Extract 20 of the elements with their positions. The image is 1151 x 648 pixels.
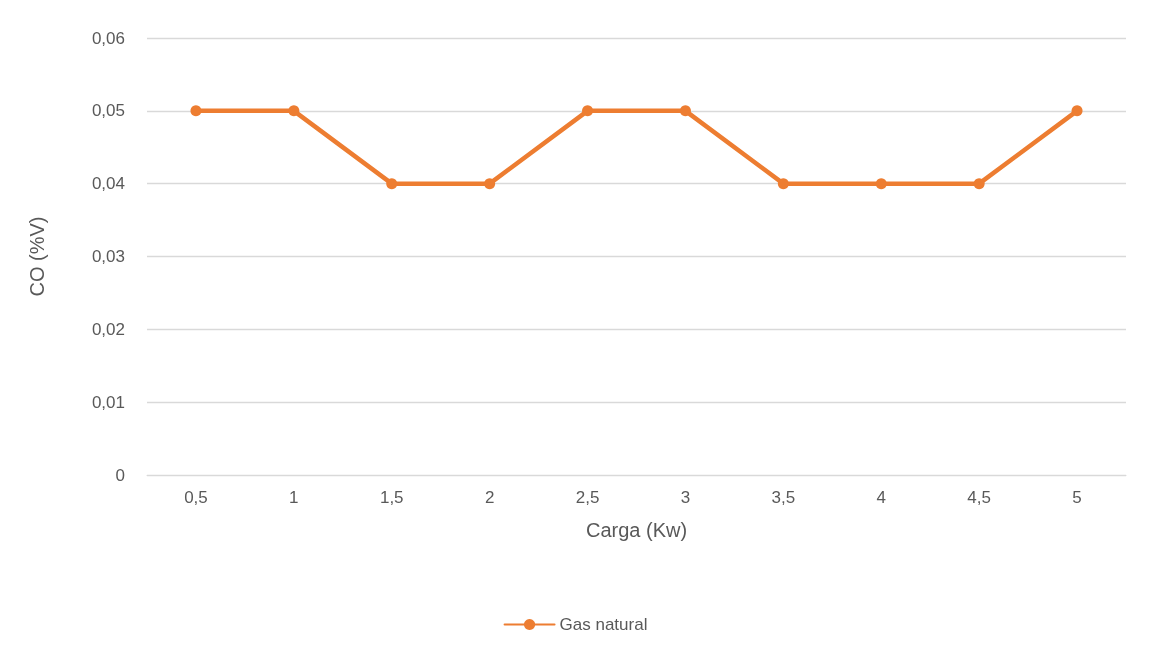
y-tick-label: 0 xyxy=(115,465,125,485)
x-tick-label: 2 xyxy=(484,488,495,507)
x-tick-label: 5 xyxy=(1072,488,1082,507)
x-tick-label: 1,5 xyxy=(379,488,404,507)
y-tick-label: 0,06 xyxy=(91,28,125,48)
y-tick-label: 0,02 xyxy=(91,319,125,339)
y-tick-label: 0,01 xyxy=(91,392,125,412)
x-tick-label: 0,5 xyxy=(184,488,208,507)
x-tick-label: 4 xyxy=(876,488,886,507)
y-tick-label: 0,04 xyxy=(91,174,125,194)
x-axis-title: Carga (Kw) xyxy=(585,519,688,541)
x-tick-label: 3 xyxy=(680,488,691,507)
x-tick-label: 2,5 xyxy=(575,488,600,507)
legend-label: Gas natural xyxy=(559,615,648,634)
y-axis-title: CO (%V) xyxy=(26,216,48,297)
y-tick-label: 0,03 xyxy=(91,247,125,266)
x-tick-label: 1 xyxy=(289,488,299,507)
x-tick-label: 3,5 xyxy=(771,488,796,507)
x-tick-label: 4,5 xyxy=(967,488,991,507)
y-tick-label: 0,05 xyxy=(91,101,125,121)
